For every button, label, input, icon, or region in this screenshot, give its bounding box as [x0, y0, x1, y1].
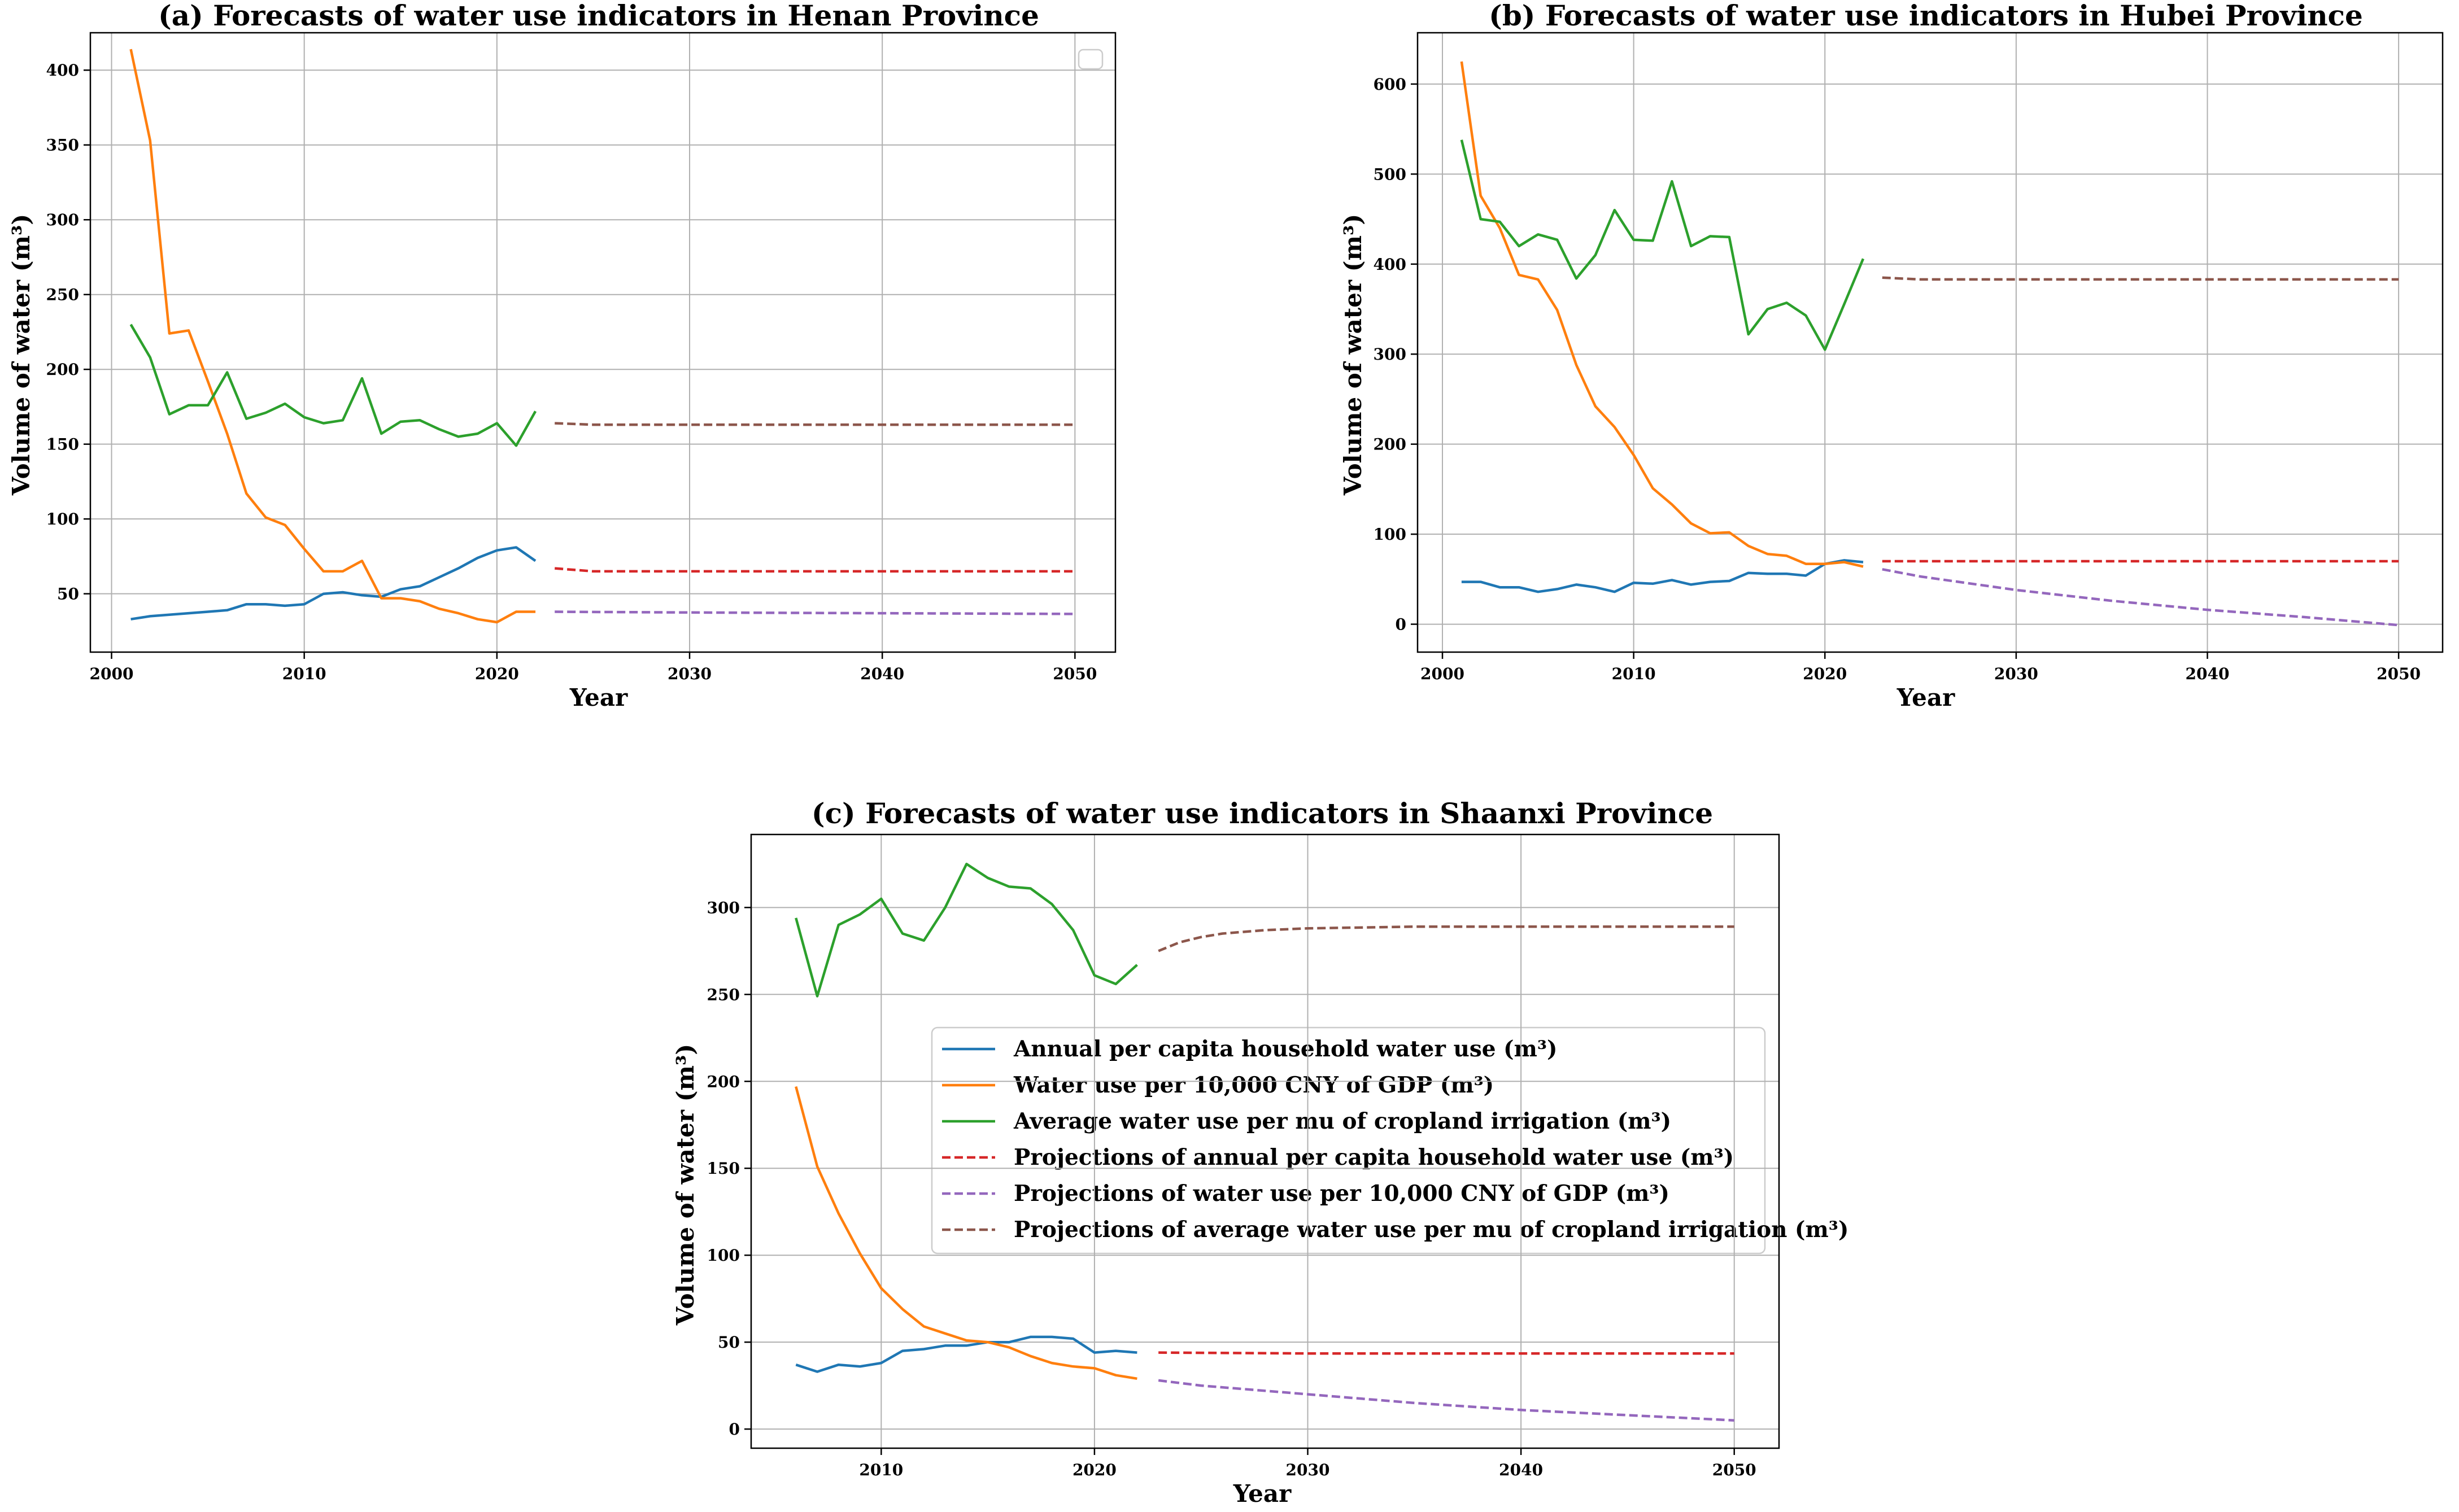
y-axis-label: Volume of water (m³): [1339, 214, 1367, 496]
x-tick-label: 2040: [2186, 665, 2230, 683]
legend-entry: Water use per 10,000 CNY of GDP (m³): [1013, 1072, 1494, 1098]
axes-frame: [750, 833, 1780, 1449]
y-tick-label: 50: [57, 585, 79, 604]
series-line: [1460, 139, 1865, 351]
axes-frame: [1416, 32, 2444, 653]
y-axis-label: Volume of water (m³): [7, 214, 35, 496]
x-tick-label: 2000: [90, 665, 134, 683]
series-line: [1158, 1379, 1734, 1422]
legend-frame: [931, 1026, 1766, 1255]
x-tick-label: 2030: [1286, 1461, 1330, 1479]
x-tick-label: 2020: [475, 665, 519, 683]
legend-entry: Annual per capita household water use (m…: [1013, 1036, 1557, 1062]
x-axis-label: Year: [1233, 1480, 1292, 1507]
series-line: [1460, 61, 1864, 568]
x-tick-label: 2020: [1072, 1461, 1117, 1479]
y-tick-label: 100: [46, 510, 79, 528]
series-line: [555, 422, 1075, 426]
y-tick-label: 250: [707, 985, 740, 1004]
series-line: [795, 1335, 1137, 1373]
y-tick-label: 200: [707, 1072, 740, 1091]
y-tick-label: 150: [46, 435, 79, 454]
legend: Annual per capita household water use (m…: [931, 1026, 1848, 1255]
legend-entry: Projections of annual per capita househo…: [1014, 1144, 1734, 1170]
y-tick-label: 250: [46, 286, 79, 304]
x-tick-label: 2050: [1053, 665, 1097, 683]
x-tick-label: 2050: [1712, 1461, 1756, 1479]
series-line: [1882, 568, 2399, 627]
x-tick-label: 2050: [2377, 665, 2421, 683]
y-tick-label: 100: [1374, 525, 1406, 544]
series-line: [1882, 276, 2399, 281]
series-line: [555, 567, 1075, 573]
x-tick-label: 2010: [859, 1461, 903, 1479]
legend-entry: Projections of water use per 10,000 CNY …: [1014, 1181, 1669, 1207]
y-tick-label: 0: [729, 1420, 740, 1439]
x-tick-label: 2040: [860, 665, 904, 683]
y-tick-label: 150: [707, 1159, 740, 1178]
series-line: [129, 324, 537, 447]
x-tick-label: 2010: [282, 665, 326, 683]
y-tick-label: 100: [707, 1246, 740, 1265]
y-tick-label: 300: [707, 898, 740, 917]
y-axis-label: Volume of water (m³): [672, 1044, 699, 1326]
series-line: [130, 546, 537, 620]
series-line: [129, 49, 536, 624]
axes-frame: [89, 32, 1117, 653]
y-tick-label: 300: [1374, 345, 1406, 364]
x-tick-label: 2030: [1994, 665, 2038, 683]
y-tick-label: 600: [1374, 75, 1406, 94]
subplot-hubei: (b) Forecasts of water use indicators in…: [1339, 0, 2444, 711]
x-axis-label: Year: [569, 684, 628, 711]
y-tick-label: 200: [46, 360, 79, 379]
chart-title: (a) Forecasts of water use indicators in…: [158, 0, 1039, 32]
x-tick-label: 2020: [1803, 665, 1847, 683]
series-line: [555, 610, 1075, 615]
x-tick-label: 2040: [1499, 1461, 1543, 1479]
legend-empty: [1078, 49, 1104, 70]
legend-entry: Projections of average water use per mu …: [1014, 1217, 1848, 1243]
legend-entry: Average water use per mu of cropland irr…: [1013, 1108, 1671, 1134]
series-line: [795, 1086, 1137, 1380]
y-tick-label: 300: [46, 211, 79, 229]
x-tick-label: 2010: [1612, 665, 1656, 683]
series-line: [795, 863, 1138, 998]
y-tick-label: 50: [718, 1333, 740, 1352]
y-tick-label: 0: [1396, 615, 1406, 634]
legend-box: [1078, 49, 1104, 70]
y-tick-label: 500: [1374, 165, 1406, 183]
series-line: [1461, 559, 1864, 593]
subplot-shaanxi: (c) Forecasts of water use indicators in…: [672, 797, 1848, 1507]
y-tick-label: 200: [1374, 435, 1406, 454]
series-line: [1158, 1351, 1734, 1355]
chart-title: (c) Forecasts of water use indicators in…: [812, 797, 1713, 830]
subplot-henan: (a) Forecasts of water use indicators in…: [7, 0, 1117, 711]
y-tick-label: 400: [46, 61, 79, 80]
x-tick-label: 2000: [1420, 665, 1464, 683]
y-tick-label: 350: [46, 136, 79, 155]
series-line: [1158, 925, 1734, 952]
chart-title: (b) Forecasts of water use indicators in…: [1489, 0, 2363, 32]
x-tick-label: 2030: [668, 665, 712, 683]
x-axis-label: Year: [1896, 684, 1955, 711]
y-tick-label: 400: [1374, 255, 1406, 274]
